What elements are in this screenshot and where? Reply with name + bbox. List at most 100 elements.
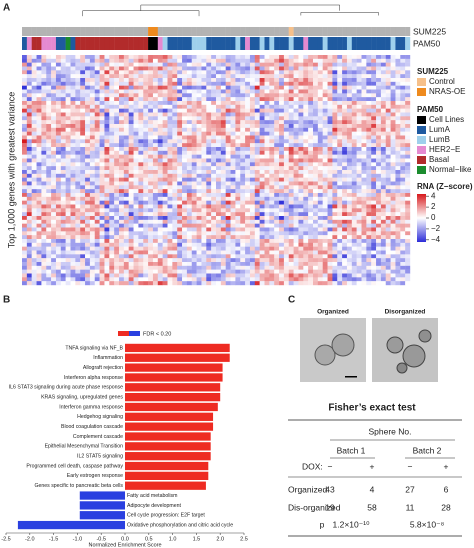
heatmap-cell bbox=[317, 277, 323, 282]
heatmap-cell bbox=[85, 112, 91, 117]
heatmap-cell bbox=[162, 120, 168, 125]
heatmap-cell bbox=[177, 89, 183, 94]
heatmap-cell bbox=[211, 101, 217, 106]
heatmap-cell bbox=[119, 250, 125, 255]
heatmap-cell bbox=[317, 281, 323, 286]
heatmap-cell bbox=[85, 239, 91, 244]
heatmap-cell bbox=[196, 101, 202, 106]
heatmap-cell bbox=[376, 101, 382, 106]
heatmap-cell bbox=[55, 181, 61, 186]
heatmap-cell bbox=[123, 162, 129, 167]
heatmap-cell bbox=[60, 85, 66, 90]
heatmap-cell bbox=[70, 231, 76, 236]
heatmap-cell bbox=[55, 239, 61, 244]
heatmap-cell bbox=[65, 246, 71, 251]
heatmap-cell bbox=[22, 239, 28, 244]
heatmap-cell bbox=[283, 196, 289, 201]
legend-label: Cell Lines bbox=[429, 115, 464, 124]
heatmap-cell bbox=[31, 147, 37, 152]
heatmap-cell bbox=[346, 131, 352, 136]
heatmap-cell bbox=[177, 216, 183, 221]
heatmap-cell bbox=[114, 85, 120, 90]
heatmap-cell bbox=[119, 58, 125, 63]
heatmap-cell bbox=[119, 219, 125, 224]
heatmap-cell bbox=[201, 281, 207, 286]
heatmap-cell bbox=[317, 200, 323, 205]
heatmap-cell bbox=[376, 277, 382, 282]
heatmap-cell bbox=[138, 116, 144, 121]
heatmap-cell bbox=[65, 189, 71, 194]
heatmap-cell bbox=[94, 112, 100, 117]
heatmap-cell bbox=[283, 55, 289, 60]
heatmap-cell bbox=[356, 277, 362, 282]
heatmap-cell bbox=[133, 70, 139, 75]
heatmap-cell bbox=[36, 81, 42, 86]
heatmap-cell bbox=[303, 216, 309, 221]
heatmap-cell bbox=[390, 154, 396, 159]
heatmap-cell bbox=[114, 173, 120, 178]
heatmap-cell bbox=[186, 200, 192, 205]
heatmap-cell bbox=[264, 55, 270, 60]
annotation-cell bbox=[376, 27, 382, 36]
heatmap-cell bbox=[36, 104, 42, 109]
heatmap-cell bbox=[80, 101, 86, 106]
heatmap-cell bbox=[337, 74, 343, 79]
heatmap-cell bbox=[191, 101, 197, 106]
heatmap-cell bbox=[201, 208, 207, 213]
heatmap-cell bbox=[249, 277, 255, 282]
heatmap-cell bbox=[332, 112, 338, 117]
heatmap-cell bbox=[157, 147, 163, 152]
heatmap-cell bbox=[395, 66, 401, 71]
heatmap-cell bbox=[138, 154, 144, 159]
heatmap-cell bbox=[220, 242, 226, 247]
heatmap-cell bbox=[220, 262, 226, 267]
heatmap-cell bbox=[119, 55, 125, 60]
heatmap-cell bbox=[123, 246, 129, 251]
heatmap-cell bbox=[26, 66, 32, 71]
heatmap-cell bbox=[298, 166, 304, 171]
heatmap-cell bbox=[351, 135, 357, 140]
heatmap-cell bbox=[104, 189, 110, 194]
heatmap-cell bbox=[230, 135, 236, 140]
heatmap-cell bbox=[26, 254, 32, 259]
heatmap-cell bbox=[259, 131, 265, 136]
annotation-cell bbox=[288, 27, 294, 36]
heatmap-cell bbox=[206, 135, 212, 140]
heatmap-cell bbox=[99, 135, 105, 140]
heatmap-cell bbox=[327, 239, 333, 244]
heatmap-cell bbox=[104, 58, 110, 63]
heatmap-cell bbox=[308, 277, 314, 282]
heatmap-cell bbox=[114, 200, 120, 205]
heatmap-cell bbox=[186, 235, 192, 240]
heatmap-cell bbox=[177, 281, 183, 286]
heatmap-cell bbox=[143, 108, 149, 113]
heatmap-cell bbox=[346, 223, 352, 228]
heatmap-cell bbox=[230, 200, 236, 205]
heatmap-cell bbox=[235, 120, 241, 125]
heatmap-cell bbox=[201, 250, 207, 255]
heatmap-cell bbox=[283, 139, 289, 144]
heatmap-cell bbox=[249, 124, 255, 129]
heatmap-cell bbox=[143, 85, 149, 90]
heatmap-cell bbox=[395, 250, 401, 255]
heatmap-cell bbox=[26, 181, 32, 186]
heatmap-cell bbox=[380, 139, 386, 144]
heatmap-cell bbox=[327, 185, 333, 190]
heatmap-cell bbox=[85, 135, 91, 140]
heatmap-cell bbox=[177, 74, 183, 79]
heatmap-cell bbox=[259, 89, 265, 94]
heatmap-cell bbox=[249, 242, 255, 247]
annotation-cell bbox=[80, 27, 86, 36]
heatmap-cell bbox=[332, 181, 338, 186]
heatmap-cell bbox=[254, 89, 260, 94]
heatmap-cell bbox=[196, 262, 202, 267]
heatmap-cell bbox=[249, 66, 255, 71]
heatmap-cell bbox=[143, 81, 149, 86]
heatmap-cell bbox=[220, 108, 226, 113]
heatmap-cell bbox=[99, 200, 105, 205]
heatmap-cell bbox=[133, 281, 139, 286]
heatmap-cell bbox=[138, 227, 144, 232]
heatmap-cell bbox=[133, 219, 139, 224]
heatmap-cell bbox=[293, 78, 299, 83]
heatmap-cell bbox=[162, 89, 168, 94]
